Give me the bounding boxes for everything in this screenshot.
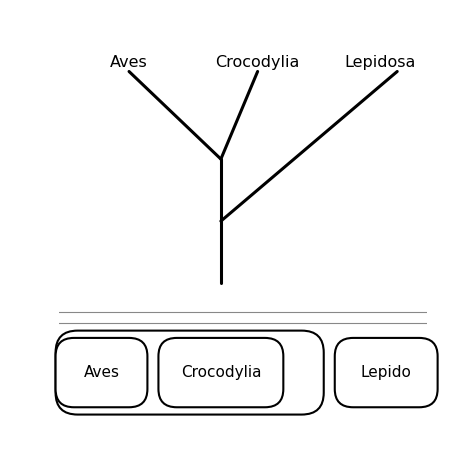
FancyBboxPatch shape [158,338,283,407]
Text: Crocodylia: Crocodylia [181,365,261,380]
FancyBboxPatch shape [335,338,438,407]
Text: Lepidosa: Lepidosa [344,55,416,70]
Text: Crocodylia: Crocodylia [215,55,300,70]
Text: Aves: Aves [110,55,148,70]
FancyBboxPatch shape [55,338,147,407]
Text: Aves: Aves [83,365,119,380]
Text: Lepido: Lepido [361,365,411,380]
FancyBboxPatch shape [55,331,324,415]
